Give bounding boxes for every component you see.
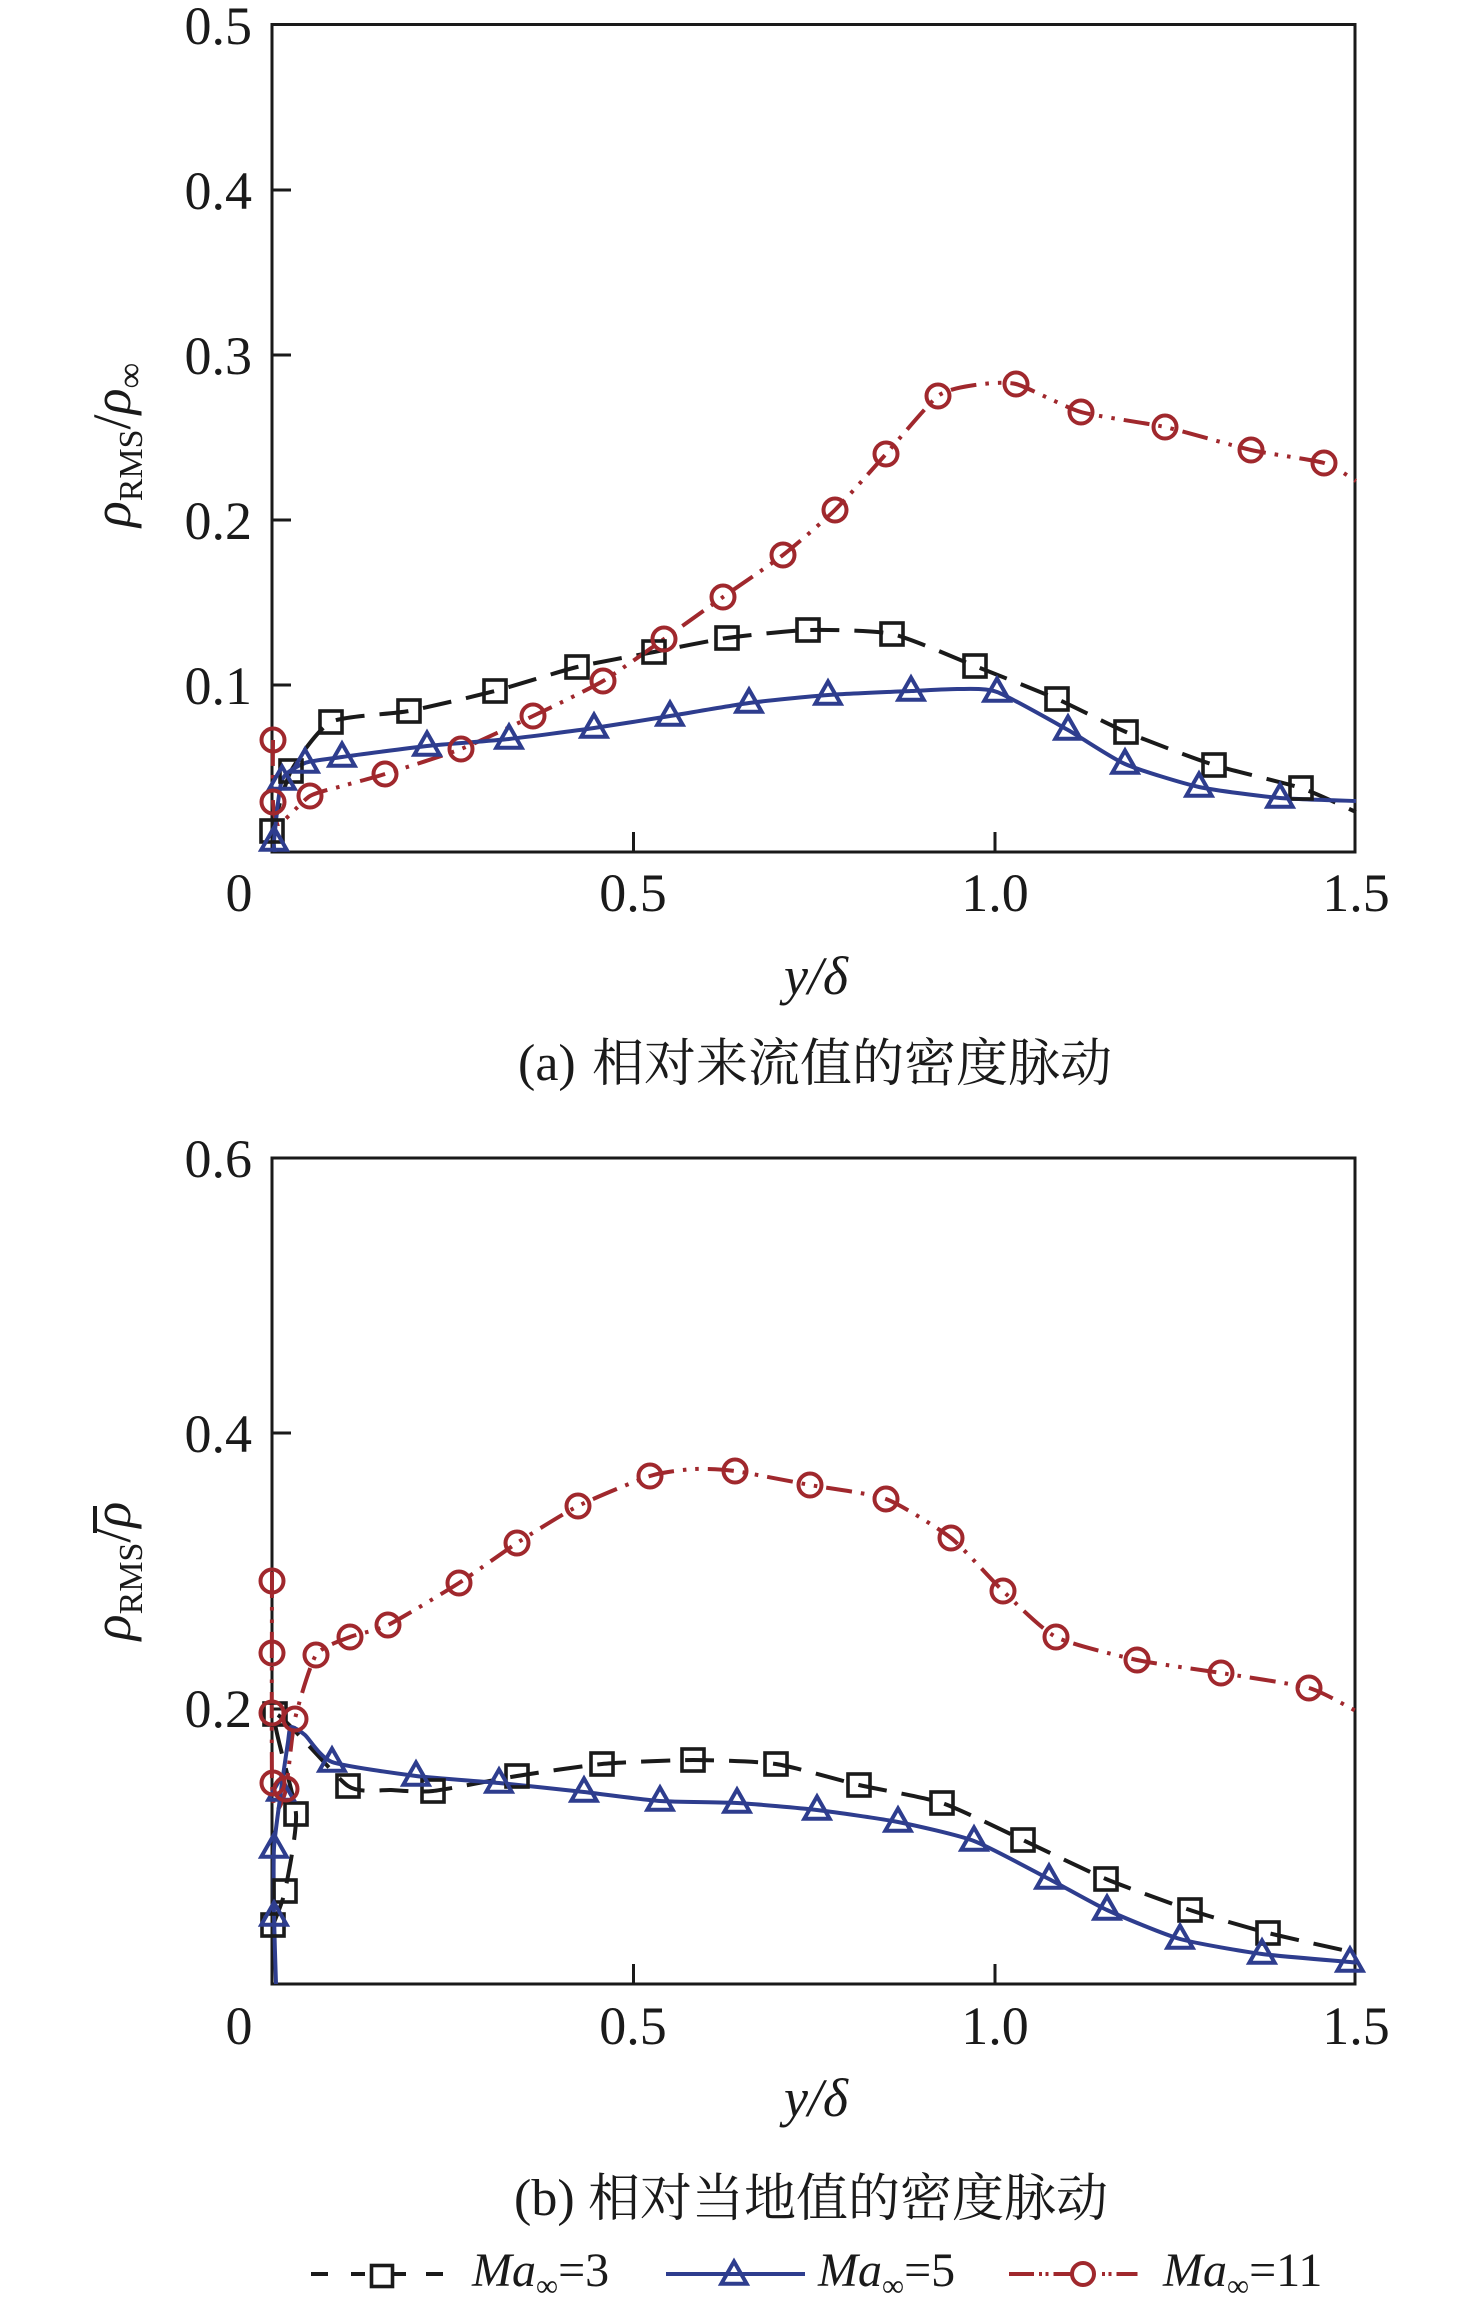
svg-text:y/δ: y/δ: [779, 946, 849, 1006]
svg-text:1.0: 1.0: [961, 1996, 1029, 2056]
svg-text:0.5: 0.5: [599, 1996, 667, 2056]
svg-text:1.5: 1.5: [1322, 863, 1390, 923]
svg-text:y/δ: y/δ: [779, 2068, 849, 2128]
svg-text:(a): (a): [518, 1035, 576, 1092]
svg-text:0.2: 0.2: [185, 491, 253, 551]
svg-text:0.5: 0.5: [185, 0, 253, 56]
svg-text:0: 0: [226, 1996, 253, 2056]
svg-text:ρRMS/ρ: ρRMS/ρ: [82, 1502, 150, 1643]
svg-text:0.4: 0.4: [185, 161, 253, 221]
svg-text:0.3: 0.3: [185, 326, 253, 386]
svg-text:1.5: 1.5: [1322, 1996, 1390, 2056]
svg-text:0.1: 0.1: [185, 656, 253, 716]
svg-text:1.0: 1.0: [961, 863, 1029, 923]
svg-text:ρRMS/ρ∞: ρRMS/ρ∞: [82, 363, 150, 529]
svg-text:0.4: 0.4: [185, 1404, 253, 1464]
svg-text:Ma∞=11: Ma∞=11: [1162, 2244, 1322, 2303]
svg-text:0.5: 0.5: [599, 863, 667, 923]
svg-text:0.6: 0.6: [185, 1129, 253, 1189]
svg-text:Ma∞=3: Ma∞=3: [471, 2244, 609, 2303]
svg-text:(b): (b): [514, 2170, 575, 2227]
svg-text:Ma∞=5: Ma∞=5: [817, 2244, 955, 2303]
svg-text:0.2: 0.2: [185, 1679, 253, 1739]
svg-text:0: 0: [226, 863, 253, 923]
